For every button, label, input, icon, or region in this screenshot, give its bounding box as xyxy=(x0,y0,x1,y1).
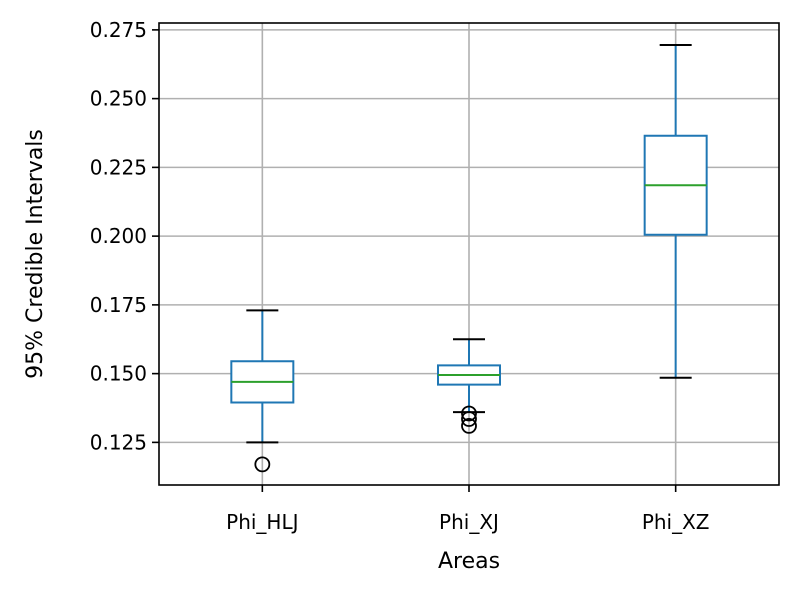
x-tick-label: Phi_HLJ xyxy=(226,510,298,534)
x-tick-label: Phi_XZ xyxy=(642,510,710,534)
y-tick-label: 0.250 xyxy=(90,87,147,111)
y-tick-label: 0.225 xyxy=(90,155,147,179)
y-tick-label: 0.175 xyxy=(90,293,147,317)
y-tick-label: 0.150 xyxy=(90,362,147,386)
grid-lines xyxy=(159,23,779,485)
axis-ticks: 0.125 0.150 0.175 0.200 0.225 0.250 0.275 Phi_H… xyxy=(90,18,710,534)
x-axis-label: Areas xyxy=(438,549,500,574)
outlier-point xyxy=(254,456,271,473)
x-tick-label: Phi_XJ xyxy=(439,510,499,534)
y-axis-label: 95% Credible Intervals xyxy=(23,129,48,379)
outlier-point xyxy=(461,411,477,427)
y-tick-label: 0.125 xyxy=(90,430,147,454)
y-tick-label: 0.200 xyxy=(90,224,147,248)
box-plot-series xyxy=(230,44,708,473)
y-tick-label: 0.275 xyxy=(90,18,147,42)
outlier-point xyxy=(461,405,477,422)
outlier-point xyxy=(461,417,477,434)
